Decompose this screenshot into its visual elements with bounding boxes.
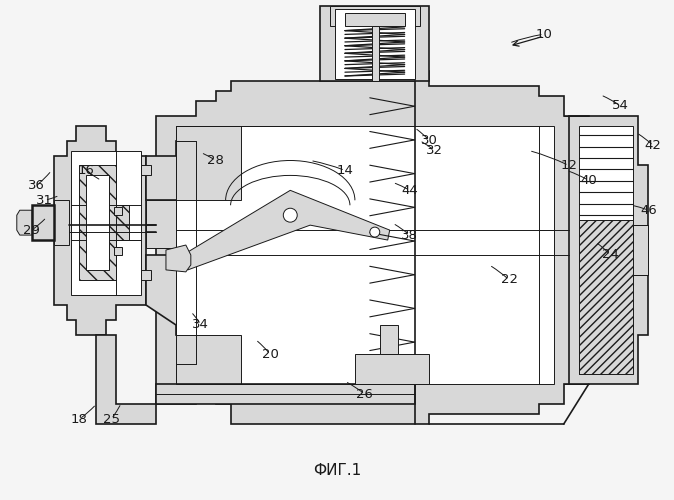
Polygon shape (146, 200, 176, 248)
Bar (372, 26, 379, 81)
Polygon shape (579, 126, 634, 374)
Polygon shape (176, 126, 554, 384)
Text: 36: 36 (28, 179, 45, 192)
Polygon shape (166, 245, 191, 272)
Text: 12: 12 (560, 159, 577, 172)
Polygon shape (330, 6, 419, 26)
Polygon shape (355, 354, 429, 384)
Polygon shape (54, 200, 69, 245)
Bar (115, 247, 122, 255)
Text: 24: 24 (602, 248, 619, 262)
Text: 40: 40 (580, 174, 597, 187)
Text: 32: 32 (426, 144, 443, 157)
Polygon shape (80, 166, 129, 280)
Text: 25: 25 (102, 412, 120, 426)
Circle shape (370, 227, 379, 237)
Text: 29: 29 (24, 224, 40, 236)
Bar (634, 225, 648, 275)
Text: 46: 46 (640, 204, 656, 216)
Polygon shape (335, 10, 415, 79)
Text: 30: 30 (421, 134, 438, 147)
Text: 38: 38 (401, 228, 418, 241)
Polygon shape (17, 210, 32, 235)
Text: 26: 26 (357, 388, 373, 400)
Bar (141, 270, 151, 280)
Polygon shape (32, 205, 54, 240)
Polygon shape (320, 6, 429, 81)
Bar (379, 324, 398, 354)
Circle shape (283, 208, 297, 222)
Polygon shape (54, 126, 146, 334)
Text: 18: 18 (71, 412, 88, 426)
Text: 14: 14 (336, 164, 353, 177)
Polygon shape (176, 334, 241, 384)
Text: 34: 34 (192, 318, 209, 331)
Text: 28: 28 (207, 154, 224, 167)
Polygon shape (345, 14, 404, 26)
Text: 20: 20 (262, 348, 279, 361)
Text: 44: 44 (401, 184, 418, 197)
Polygon shape (71, 150, 141, 294)
Text: 22: 22 (501, 274, 518, 286)
Polygon shape (146, 255, 241, 334)
Polygon shape (156, 384, 415, 404)
Text: 54: 54 (612, 100, 629, 112)
Text: 31: 31 (36, 194, 53, 207)
Text: 16: 16 (78, 164, 95, 177)
Text: ФИГ.1: ФИГ.1 (313, 464, 361, 478)
Polygon shape (183, 190, 390, 270)
Polygon shape (176, 126, 241, 200)
Polygon shape (579, 220, 634, 374)
Polygon shape (156, 71, 588, 424)
Polygon shape (569, 116, 648, 384)
Polygon shape (176, 230, 554, 255)
Polygon shape (96, 334, 156, 424)
Text: 10: 10 (535, 28, 552, 40)
Text: 42: 42 (645, 139, 662, 152)
Bar (115, 207, 122, 215)
Bar (141, 166, 151, 175)
Polygon shape (86, 176, 109, 270)
Polygon shape (146, 130, 241, 200)
